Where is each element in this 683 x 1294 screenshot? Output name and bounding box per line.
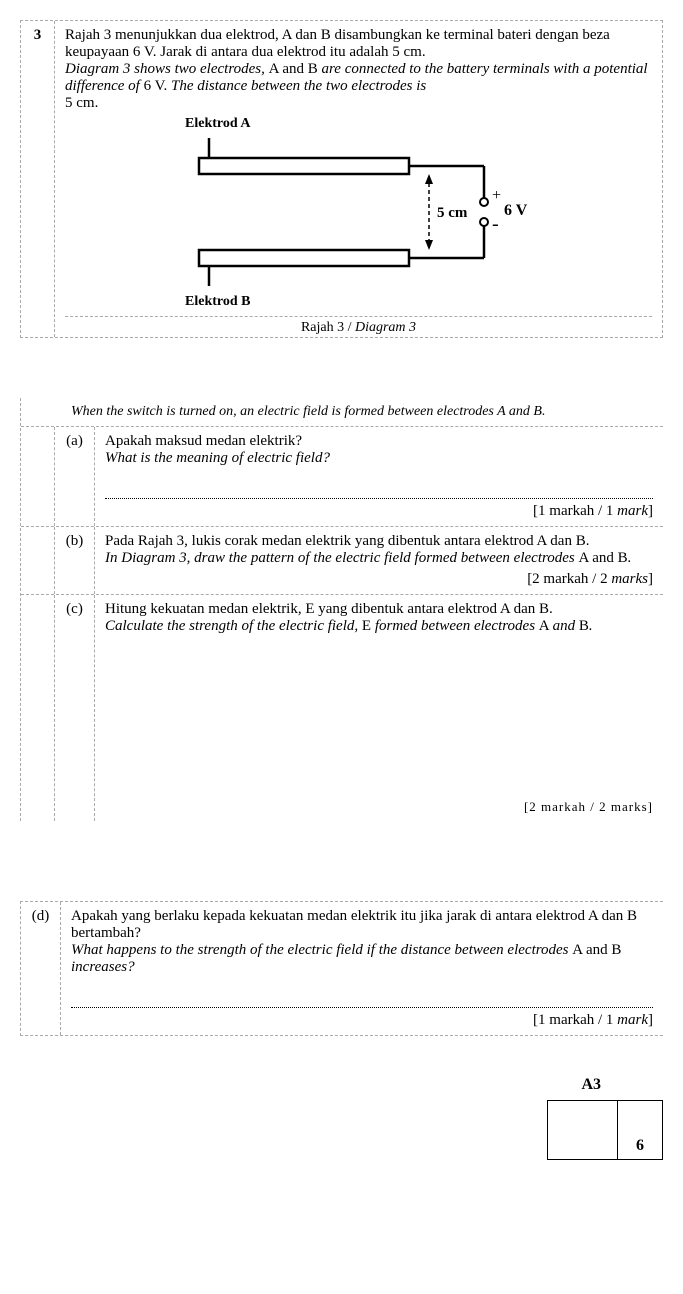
answer-line[interactable] — [71, 986, 653, 1008]
part-a-letter: (a) — [55, 427, 95, 526]
part-d-content: Apakah yang berlaku kepada kekuatan meda… — [61, 902, 663, 1035]
part-b-row: (b) Pada Rajah 3, lukis corak medan elek… — [21, 527, 663, 595]
part-b-content: Pada Rajah 3, lukis corak medan elektrik… — [95, 527, 663, 594]
working-space[interactable] — [105, 635, 653, 795]
answer-line[interactable] — [105, 477, 653, 499]
part-a-marks: [1 markah / 1 mark] — [105, 503, 653, 520]
score-blank[interactable] — [548, 1101, 618, 1159]
subquestions-block: When the switch is turned on, an electri… — [20, 398, 663, 821]
part-c-content: Hitung kekuatan medan elektrik, E yang d… — [95, 595, 663, 821]
part-a-row: (a) Apakah maksud medan elektrik? What i… — [21, 427, 663, 527]
distance-label: 5 cm — [437, 205, 468, 221]
voltage-label: 6 V — [504, 202, 528, 219]
question-stem-block: 3 Rajah 3 menunjukkan dua elektrod, A da… — [20, 20, 663, 338]
part-c-marks-cut: [2 markah / 2 marks] — [105, 799, 653, 815]
intro-text: When the switch is turned on, an electri… — [21, 398, 663, 427]
circuit-diagram: + - 6 V 5 cm — [159, 132, 559, 302]
svg-text:+: + — [492, 187, 501, 204]
part-d-marks: [1 markah / 1 mark] — [71, 1012, 653, 1029]
part-d-block: (d) Apakah yang berlaku kepada kekuatan … — [20, 901, 663, 1036]
score-area: A3 6 — [20, 1076, 663, 1160]
stem-ms: Rajah 3 menunjukkan dua elektrod, A dan … — [65, 27, 652, 61]
part-c-letter: (c) — [55, 595, 95, 821]
part-d-letter: (d) — [21, 902, 61, 1035]
score-box: 6 — [547, 1100, 663, 1160]
diagram-caption: Rajah 3 / Diagram 3 — [65, 316, 652, 337]
stem-en: Diagram 3 shows two electrodes, A and B … — [65, 61, 652, 112]
electrode-a-label: Elektrod A — [185, 116, 652, 132]
part-b-marks: [2 markah / 2 marks] — [105, 571, 653, 588]
score-total: 6 — [618, 1101, 662, 1159]
svg-text:-: - — [492, 213, 499, 235]
part-a-content: Apakah maksud medan elektrik? What is th… — [95, 427, 663, 526]
electrode-b-label: Elektrod B — [185, 294, 652, 310]
part-c-row: (c) Hitung kekuatan medan elektrik, E ya… — [21, 595, 663, 821]
score-label: A3 — [20, 1076, 663, 1094]
diagram-container: Elektrod A + - 6 V — [65, 116, 652, 310]
question-number: 3 — [21, 21, 55, 337]
part-b-letter: (b) — [55, 527, 95, 594]
question-body: Rajah 3 menunjukkan dua elektrod, A dan … — [55, 21, 662, 337]
